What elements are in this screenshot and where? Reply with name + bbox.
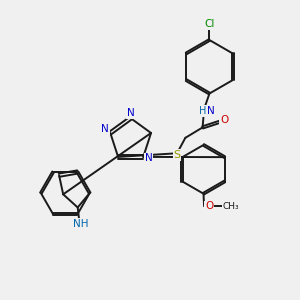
Text: O: O xyxy=(205,202,214,212)
Text: Cl: Cl xyxy=(204,19,214,29)
Text: N: N xyxy=(145,153,152,164)
Text: CH₃: CH₃ xyxy=(223,202,239,211)
Text: NH: NH xyxy=(73,219,89,229)
Text: N: N xyxy=(127,108,135,118)
Text: O: O xyxy=(220,115,228,125)
Text: H: H xyxy=(199,106,206,116)
Text: N: N xyxy=(101,124,109,134)
Text: N: N xyxy=(207,106,214,116)
Text: S: S xyxy=(173,150,181,160)
